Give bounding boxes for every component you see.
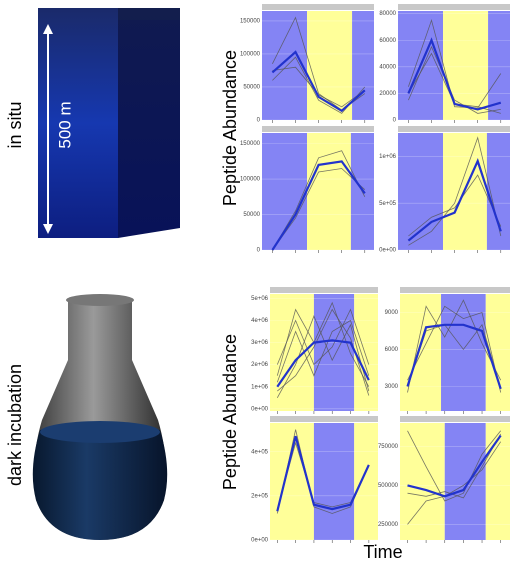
peptide-line: [408, 18, 502, 109]
strip: [262, 4, 374, 10]
y-tick-label: 5e+06: [251, 296, 269, 302]
y-tick-label: 0: [393, 118, 397, 124]
shading-band: [441, 294, 486, 411]
strip: [398, 126, 510, 132]
strip: [398, 4, 510, 10]
y-tick-label: 3e+06: [251, 340, 269, 346]
panel: 0 20000 40000 60000 80000: [379, 4, 510, 124]
dark-incubation-label: dark incubation: [5, 364, 25, 486]
peptide-line: [407, 430, 502, 502]
y-tick-label: 150000: [240, 18, 261, 24]
shading-band: [313, 423, 355, 540]
shading-band: [270, 294, 314, 411]
mean-line: [407, 158, 502, 242]
mean-line: [271, 50, 366, 113]
y-tick-label: 1e+06: [379, 154, 397, 160]
peptide-line: [272, 150, 366, 251]
mean-line: [271, 160, 366, 251]
depth-label: 500 m: [55, 101, 74, 148]
peptide-line: [276, 301, 370, 387]
peptide-line: [408, 136, 502, 246]
mean-line: [276, 435, 370, 512]
y-tick-label: 80000: [379, 11, 396, 17]
y-tick-label: 3000: [385, 384, 399, 390]
y-tick-label: 20000: [379, 91, 396, 97]
y-tick-label: 2e+05: [251, 493, 269, 499]
shading-band: [352, 11, 374, 120]
peptide-line: [408, 174, 502, 237]
y-tick-label: 500000: [378, 483, 399, 489]
strip: [262, 126, 374, 132]
shading-band: [443, 11, 489, 120]
y-tick-label: 9000: [385, 310, 399, 316]
y-tick-label: 1e+06: [251, 384, 269, 390]
shading-band: [444, 423, 486, 540]
panel: 0 50000 100000 150000: [240, 4, 374, 124]
y-axis-label: Peptide Abundance: [220, 50, 240, 206]
y-axis-label: Peptide Abundance: [220, 334, 240, 490]
strip: [400, 416, 510, 422]
shading-band: [486, 133, 510, 250]
shading-band: [307, 133, 351, 250]
shading-band: [398, 133, 444, 250]
shading-band: [485, 423, 510, 540]
peptide-line: [407, 433, 502, 499]
strip: [400, 287, 510, 293]
shading-band: [354, 294, 378, 411]
panel: 3000 6000 9000: [385, 287, 510, 414]
mean-line: [406, 323, 502, 390]
y-tick-label: 150000: [240, 141, 261, 147]
mean-line: [276, 339, 370, 388]
panel: 0e+00 1e+06 2e+06 3e+06 4e+06 5e+06: [251, 287, 378, 414]
panel: 0 50000 100000 150000: [240, 126, 374, 254]
mean-line: [407, 434, 502, 498]
strip: [270, 416, 378, 422]
peptide-line: [407, 299, 502, 393]
flask-illustration: [32, 294, 168, 540]
y-tick-label: 250000: [378, 522, 399, 528]
y-tick-label: 6000: [385, 347, 399, 353]
peptide-line: [407, 305, 502, 393]
y-tick-label: 0: [257, 118, 261, 124]
x-axis-label: Time: [363, 542, 402, 562]
in-situ-label: in situ: [5, 101, 25, 148]
peptide-line: [276, 315, 370, 398]
panel: 250000 500000 750000: [378, 416, 510, 543]
panel: 0e+00 2e+05 4e+05: [251, 416, 378, 544]
y-tick-label: 40000: [379, 64, 396, 70]
y-tick-label: 0: [257, 248, 261, 254]
y-tick-label: 0e+00: [379, 248, 397, 254]
peptide-line: [407, 441, 502, 525]
y-tick-label: 4e+05: [251, 449, 269, 455]
shading-band: [354, 423, 378, 540]
shading-band: [488, 11, 510, 120]
y-tick-label: 50000: [243, 85, 260, 91]
y-tick-label: 50000: [243, 212, 260, 218]
y-tick-label: 60000: [379, 38, 396, 44]
y-tick-label: 100000: [240, 177, 261, 183]
shading-band: [400, 294, 442, 411]
peptide-line: [276, 319, 370, 383]
peptide-line: [276, 308, 370, 366]
peptide-line: [272, 168, 366, 251]
y-tick-label: 750000: [378, 444, 399, 450]
y-tick-label: 100000: [240, 52, 261, 58]
strip: [270, 287, 378, 293]
y-tick-label: 0e+00: [251, 406, 269, 412]
shading-band: [313, 294, 355, 411]
mean-line: [407, 37, 502, 111]
shading-band: [400, 423, 445, 540]
y-tick-label: 5e+05: [379, 201, 397, 207]
y-tick-label: 0e+00: [251, 538, 269, 544]
ocean-illustration: 500 m: [38, 8, 180, 238]
y-tick-label: 2e+06: [251, 362, 269, 368]
peptide-line: [408, 45, 501, 114]
panel: 0e+00 5e+05 1e+06: [379, 126, 510, 254]
y-tick-label: 4e+06: [251, 318, 269, 324]
